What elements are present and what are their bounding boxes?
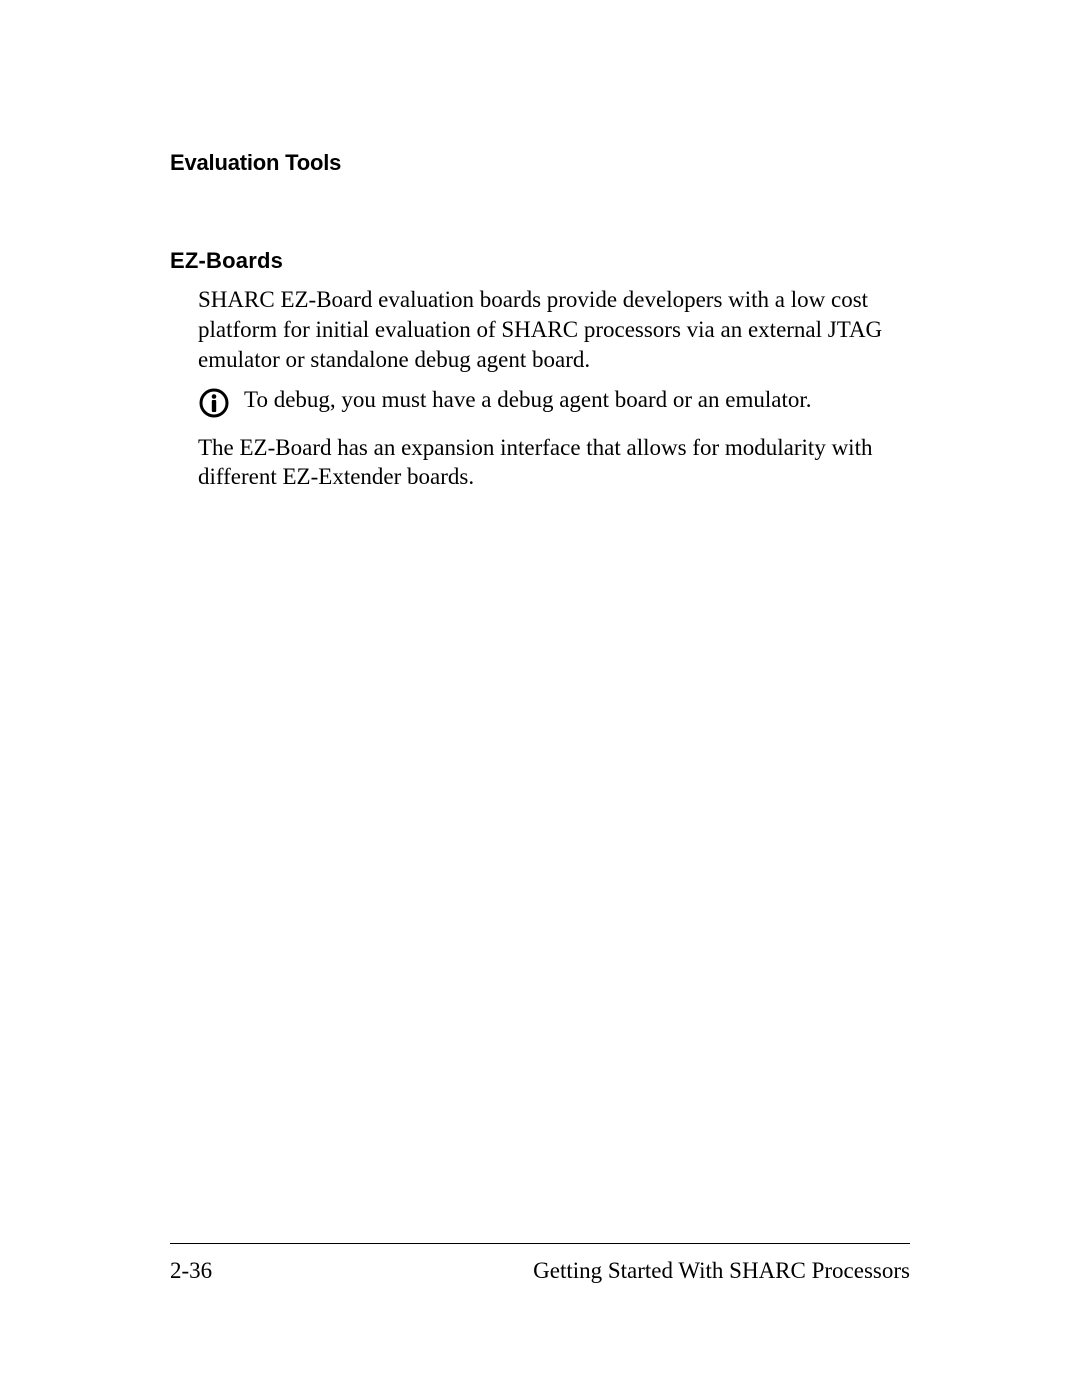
page-number: 2-36	[170, 1258, 212, 1284]
note-callout: To debug, you must have a debug agent bo…	[198, 385, 903, 427]
book-title: Getting Started With SHARC Processors	[533, 1258, 910, 1284]
note-text: To debug, you must have a debug agent bo…	[244, 385, 903, 415]
paragraph-intro: SHARC EZ-Board evaluation boards provide…	[198, 285, 903, 375]
paragraph-expansion: The EZ-Board has an expansion interface …	[198, 433, 903, 493]
page: Evaluation Tools EZ-Boards SHARC EZ-Boar…	[0, 0, 1080, 1397]
footer: 2-36 Getting Started With SHARC Processo…	[170, 1258, 910, 1284]
footer-rule	[170, 1243, 910, 1244]
running-header: Evaluation Tools	[170, 150, 341, 176]
info-icon	[198, 387, 230, 427]
body-text: SHARC EZ-Board evaluation boards provide…	[198, 285, 903, 502]
section-heading-ez-boards: EZ-Boards	[170, 248, 283, 274]
